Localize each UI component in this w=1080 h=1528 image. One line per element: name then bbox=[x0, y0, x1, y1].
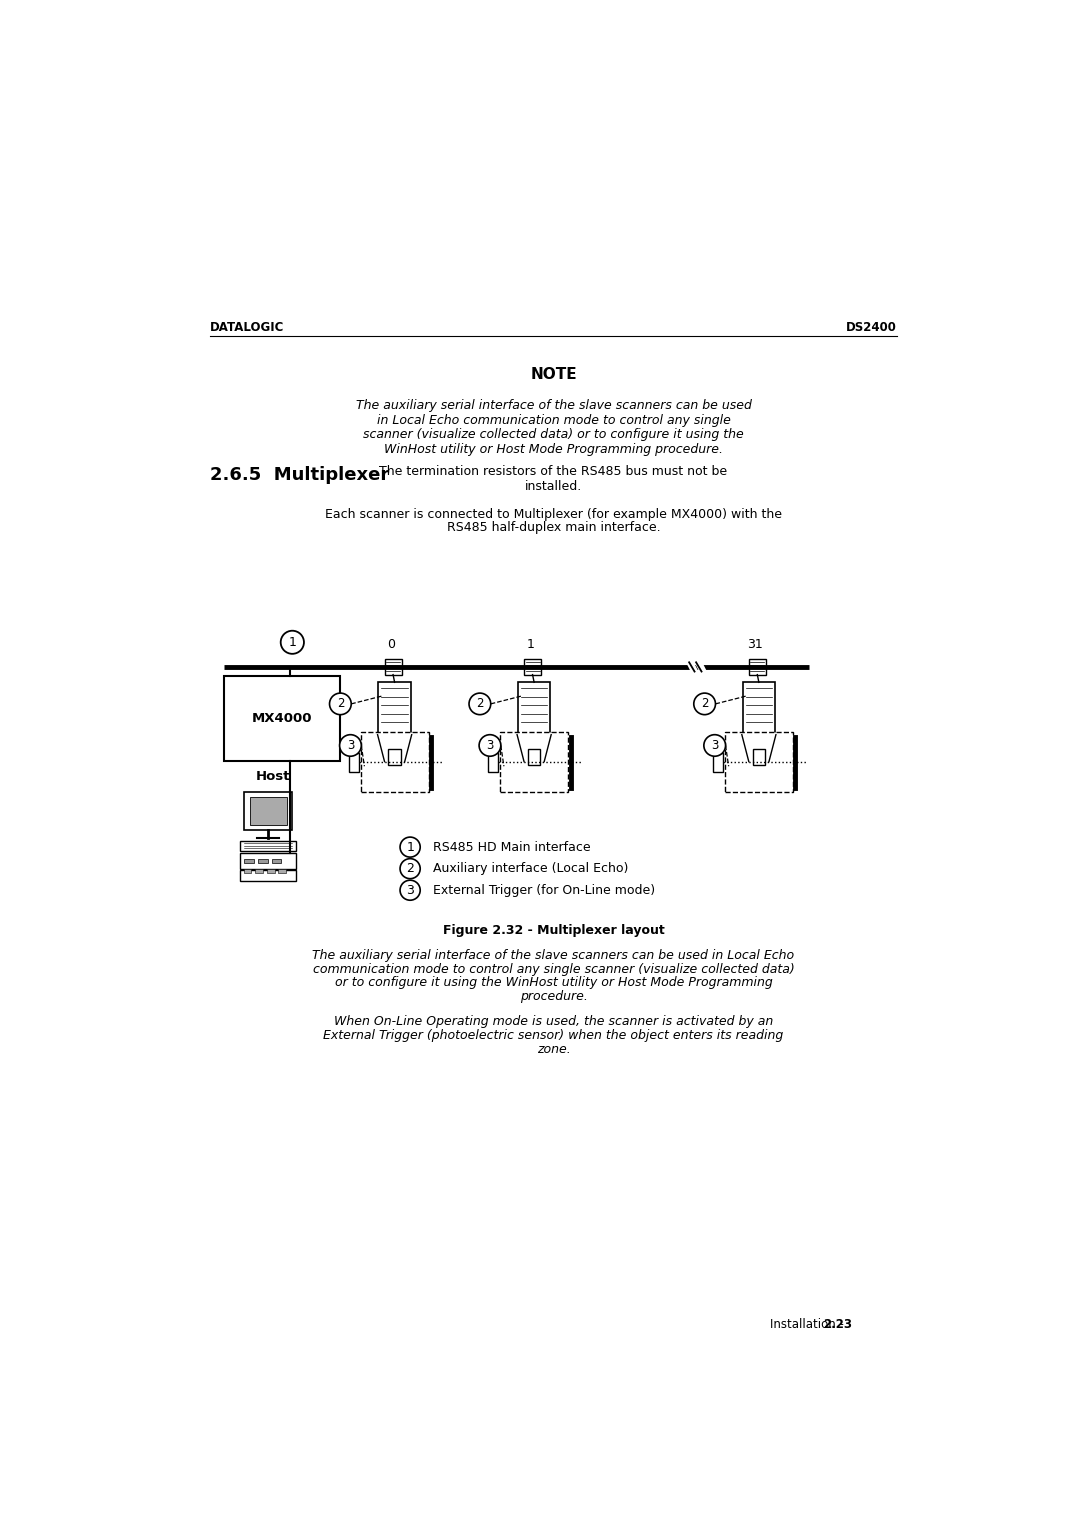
Text: The auxiliary serial interface of the slave scanners can be used: The auxiliary serial interface of the sl… bbox=[355, 399, 752, 413]
Bar bbox=[241, 871, 296, 882]
Circle shape bbox=[400, 880, 420, 900]
Circle shape bbox=[329, 694, 351, 715]
Text: 1: 1 bbox=[406, 840, 414, 854]
Text: or to configure it using the WinHost utility or Host Mode Programming: or to configure it using the WinHost uti… bbox=[335, 976, 772, 990]
Bar bbox=[528, 749, 540, 764]
Text: scanner (visualize collected data) or to configure it using the: scanner (visualize collected data) or to… bbox=[363, 428, 744, 442]
Circle shape bbox=[480, 735, 501, 756]
Circle shape bbox=[400, 859, 420, 879]
Text: Each scanner is connected to Multiplexer (for example MX4000) with the: Each scanner is connected to Multiplexer… bbox=[325, 507, 782, 521]
Bar bbox=[241, 840, 296, 851]
Circle shape bbox=[281, 631, 303, 654]
Text: 3: 3 bbox=[711, 740, 718, 752]
Bar bbox=[267, 868, 274, 874]
Text: RS485 HD Main interface: RS485 HD Main interface bbox=[433, 840, 591, 854]
Bar bbox=[349, 753, 359, 772]
Bar bbox=[524, 659, 541, 675]
Text: 31: 31 bbox=[747, 637, 762, 651]
Bar bbox=[713, 753, 724, 772]
Bar bbox=[725, 732, 793, 793]
Text: Auxiliary interface (Local Echo): Auxiliary interface (Local Echo) bbox=[433, 862, 629, 876]
Circle shape bbox=[469, 694, 490, 715]
Text: installed.: installed. bbox=[525, 480, 582, 494]
Bar bbox=[279, 868, 286, 874]
Text: External Trigger (photoelectric sensor) when the object enters its reading: External Trigger (photoelectric sensor) … bbox=[323, 1028, 784, 1042]
Text: 3: 3 bbox=[406, 883, 414, 897]
Bar bbox=[389, 749, 401, 764]
Text: procedure.: procedure. bbox=[519, 990, 588, 1004]
Circle shape bbox=[339, 735, 362, 756]
Bar bbox=[743, 683, 775, 735]
Text: 2: 2 bbox=[406, 862, 414, 876]
Text: The termination resistors of the RS485 bus must not be: The termination resistors of the RS485 b… bbox=[379, 465, 728, 478]
Bar bbox=[384, 659, 402, 675]
Bar bbox=[272, 859, 282, 862]
Bar bbox=[753, 749, 765, 764]
Bar bbox=[225, 677, 340, 761]
Text: Host: Host bbox=[256, 770, 291, 782]
Bar bbox=[243, 868, 252, 874]
Bar bbox=[378, 683, 410, 735]
Text: External Trigger (for On-Line mode): External Trigger (for On-Line mode) bbox=[433, 883, 656, 897]
Text: 1: 1 bbox=[526, 637, 535, 651]
Text: DATALOGIC: DATALOGIC bbox=[211, 321, 284, 333]
Text: Installation -: Installation - bbox=[770, 1317, 848, 1331]
Bar bbox=[488, 753, 499, 772]
Text: DS2400: DS2400 bbox=[846, 321, 896, 333]
Text: RS485 half-duplex main interface.: RS485 half-duplex main interface. bbox=[447, 521, 660, 535]
Text: in Local Echo communication mode to control any single: in Local Echo communication mode to cont… bbox=[377, 414, 730, 426]
Text: 0: 0 bbox=[387, 637, 395, 651]
Bar bbox=[244, 859, 254, 862]
Text: 2.6.5  Multiplexer: 2.6.5 Multiplexer bbox=[211, 466, 390, 484]
Circle shape bbox=[400, 837, 420, 857]
Bar bbox=[361, 732, 429, 793]
Text: zone.: zone. bbox=[537, 1042, 570, 1056]
Bar bbox=[748, 659, 766, 675]
Text: When On-Line Operating mode is used, the scanner is activated by an: When On-Line Operating mode is used, the… bbox=[334, 1015, 773, 1028]
Bar bbox=[244, 792, 293, 830]
Bar bbox=[517, 683, 551, 735]
Circle shape bbox=[693, 694, 715, 715]
Text: 2: 2 bbox=[337, 697, 345, 711]
Bar bbox=[258, 859, 268, 862]
Text: The auxiliary serial interface of the slave scanners can be used in Local Echo: The auxiliary serial interface of the sl… bbox=[312, 949, 795, 961]
Bar bbox=[249, 798, 287, 825]
Text: WinHost utility or Host Mode Programming procedure.: WinHost utility or Host Mode Programming… bbox=[384, 443, 723, 455]
Text: 3: 3 bbox=[347, 740, 354, 752]
Bar bbox=[500, 732, 568, 793]
Text: NOTE: NOTE bbox=[530, 367, 577, 382]
Bar bbox=[255, 868, 262, 874]
Text: 2: 2 bbox=[476, 697, 484, 711]
Text: 1: 1 bbox=[288, 636, 296, 649]
Text: Figure 2.32 - Multiplexer layout: Figure 2.32 - Multiplexer layout bbox=[443, 924, 664, 937]
Text: MX4000: MX4000 bbox=[252, 712, 312, 724]
Circle shape bbox=[704, 735, 726, 756]
Text: communication mode to control any single scanner (visualize collected data): communication mode to control any single… bbox=[312, 963, 795, 975]
Bar bbox=[241, 853, 296, 868]
Text: 2: 2 bbox=[701, 697, 708, 711]
Text: 3: 3 bbox=[486, 740, 494, 752]
Text: 2.23: 2.23 bbox=[823, 1317, 852, 1331]
